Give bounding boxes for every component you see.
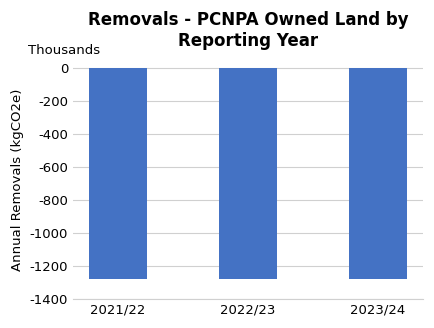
Text: Thousands: Thousands xyxy=(27,44,100,57)
Y-axis label: Annual Removals (kgCO2e): Annual Removals (kgCO2e) xyxy=(11,88,24,271)
Bar xyxy=(349,68,407,279)
Bar xyxy=(89,68,148,279)
Title: Removals - PCNPA Owned Land by
Reporting Year: Removals - PCNPA Owned Land by Reporting… xyxy=(88,11,408,50)
Bar xyxy=(219,68,277,279)
